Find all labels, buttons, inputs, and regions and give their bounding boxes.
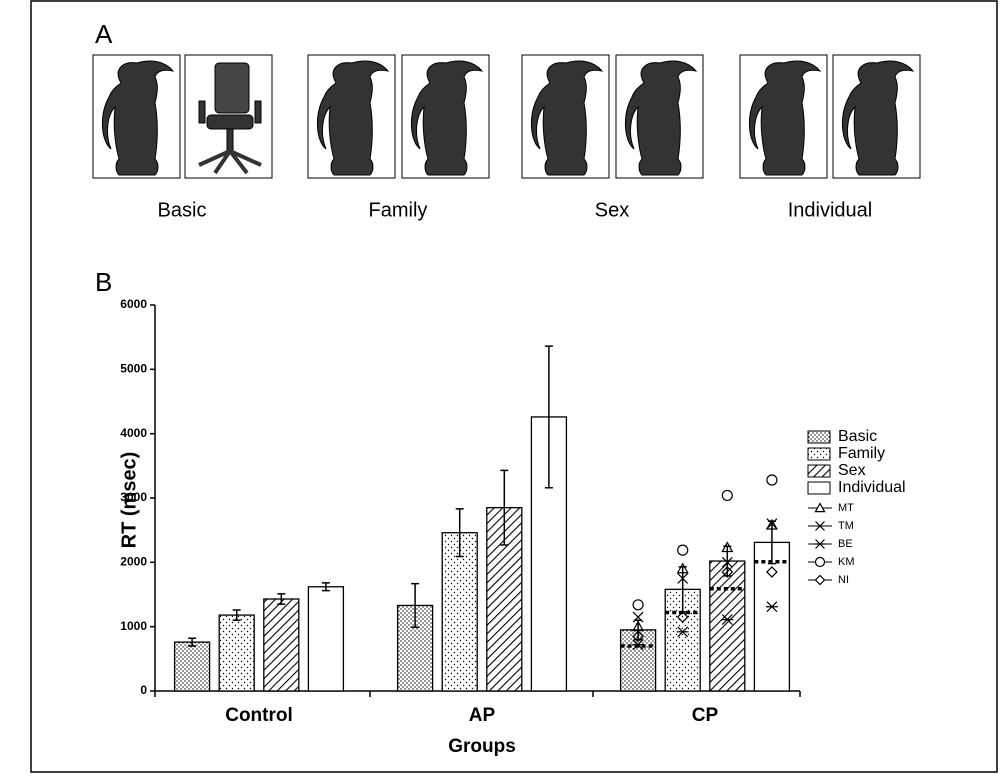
legend-label: Family <box>838 445 885 462</box>
y-tick-label: 3000 <box>120 490 147 504</box>
legend-marker <box>814 556 826 568</box>
error-bar <box>232 609 241 621</box>
subject-marker <box>721 614 734 626</box>
legend-marker <box>815 521 825 531</box>
x-tick-label: CP <box>692 705 719 726</box>
figure-border <box>30 0 998 773</box>
error-bar <box>411 582 420 629</box>
subject-marker <box>676 626 689 638</box>
y-tick-label: 1000 <box>120 619 147 633</box>
legend-swatch <box>807 481 831 495</box>
bar <box>173 641 211 692</box>
error-bar <box>321 582 330 592</box>
subject-marker <box>766 566 778 578</box>
legend-swatch <box>807 464 831 478</box>
x-tick-label: AP <box>469 705 496 726</box>
legend-marker <box>814 502 826 513</box>
error-bar <box>277 593 286 605</box>
subject-marker <box>632 599 644 611</box>
error-bar <box>188 637 197 647</box>
bar <box>709 560 746 692</box>
legend-label: Basic <box>838 428 877 445</box>
bar <box>218 614 255 692</box>
legend-label: Sex <box>838 462 866 479</box>
y-tick-label: 2000 <box>120 555 147 569</box>
panel-label: A <box>95 19 113 49</box>
x-tick-label: Control <box>225 705 293 726</box>
error-bar <box>455 508 464 558</box>
legend-label: NI <box>838 574 849 586</box>
legend-label: BE <box>838 538 853 550</box>
image-caption: Basic <box>158 199 207 221</box>
image-caption: Sex <box>595 199 629 221</box>
bar <box>263 598 300 692</box>
legend-swatch <box>807 447 831 461</box>
subject-marker <box>632 639 645 651</box>
legend-label: TM <box>838 520 854 532</box>
y-tick-label: 6000 <box>120 297 147 311</box>
subject-marker <box>766 474 778 486</box>
subject-marker <box>677 544 689 556</box>
subject-marker <box>721 489 733 501</box>
subject-marker <box>766 518 778 530</box>
subject-marker <box>721 556 733 568</box>
y-tick-label: 0 <box>140 683 147 697</box>
y-tick-label: 5000 <box>120 362 147 376</box>
legend-label: Individual <box>838 479 906 496</box>
panel-label: B <box>95 267 112 297</box>
subject-marker <box>676 562 689 574</box>
bar <box>753 541 791 692</box>
subject-marker <box>721 541 734 553</box>
image-caption: Family <box>369 199 428 221</box>
y-axis-title: RT (msec) <box>118 452 140 549</box>
stimulus-images <box>92 54 921 179</box>
bar <box>441 532 478 692</box>
subject-marker <box>676 611 689 623</box>
subject-marker <box>721 566 734 578</box>
image-caption: Individual <box>788 199 873 221</box>
subject-marker <box>765 601 778 613</box>
subject-marker <box>765 518 778 530</box>
bar <box>307 586 345 692</box>
subject-marker <box>677 572 689 584</box>
subject-marker <box>632 611 644 623</box>
y-tick-label: 4000 <box>120 426 147 440</box>
legend-marker <box>814 539 826 549</box>
legend-marker <box>814 574 826 586</box>
error-bar <box>500 469 509 546</box>
legend-label: KM <box>838 556 855 568</box>
legend-label: MT <box>838 502 854 514</box>
error-bar <box>544 345 553 489</box>
subject-marker <box>632 630 644 643</box>
legend-swatch <box>807 430 831 444</box>
x-axis-title: Groups <box>448 736 516 757</box>
